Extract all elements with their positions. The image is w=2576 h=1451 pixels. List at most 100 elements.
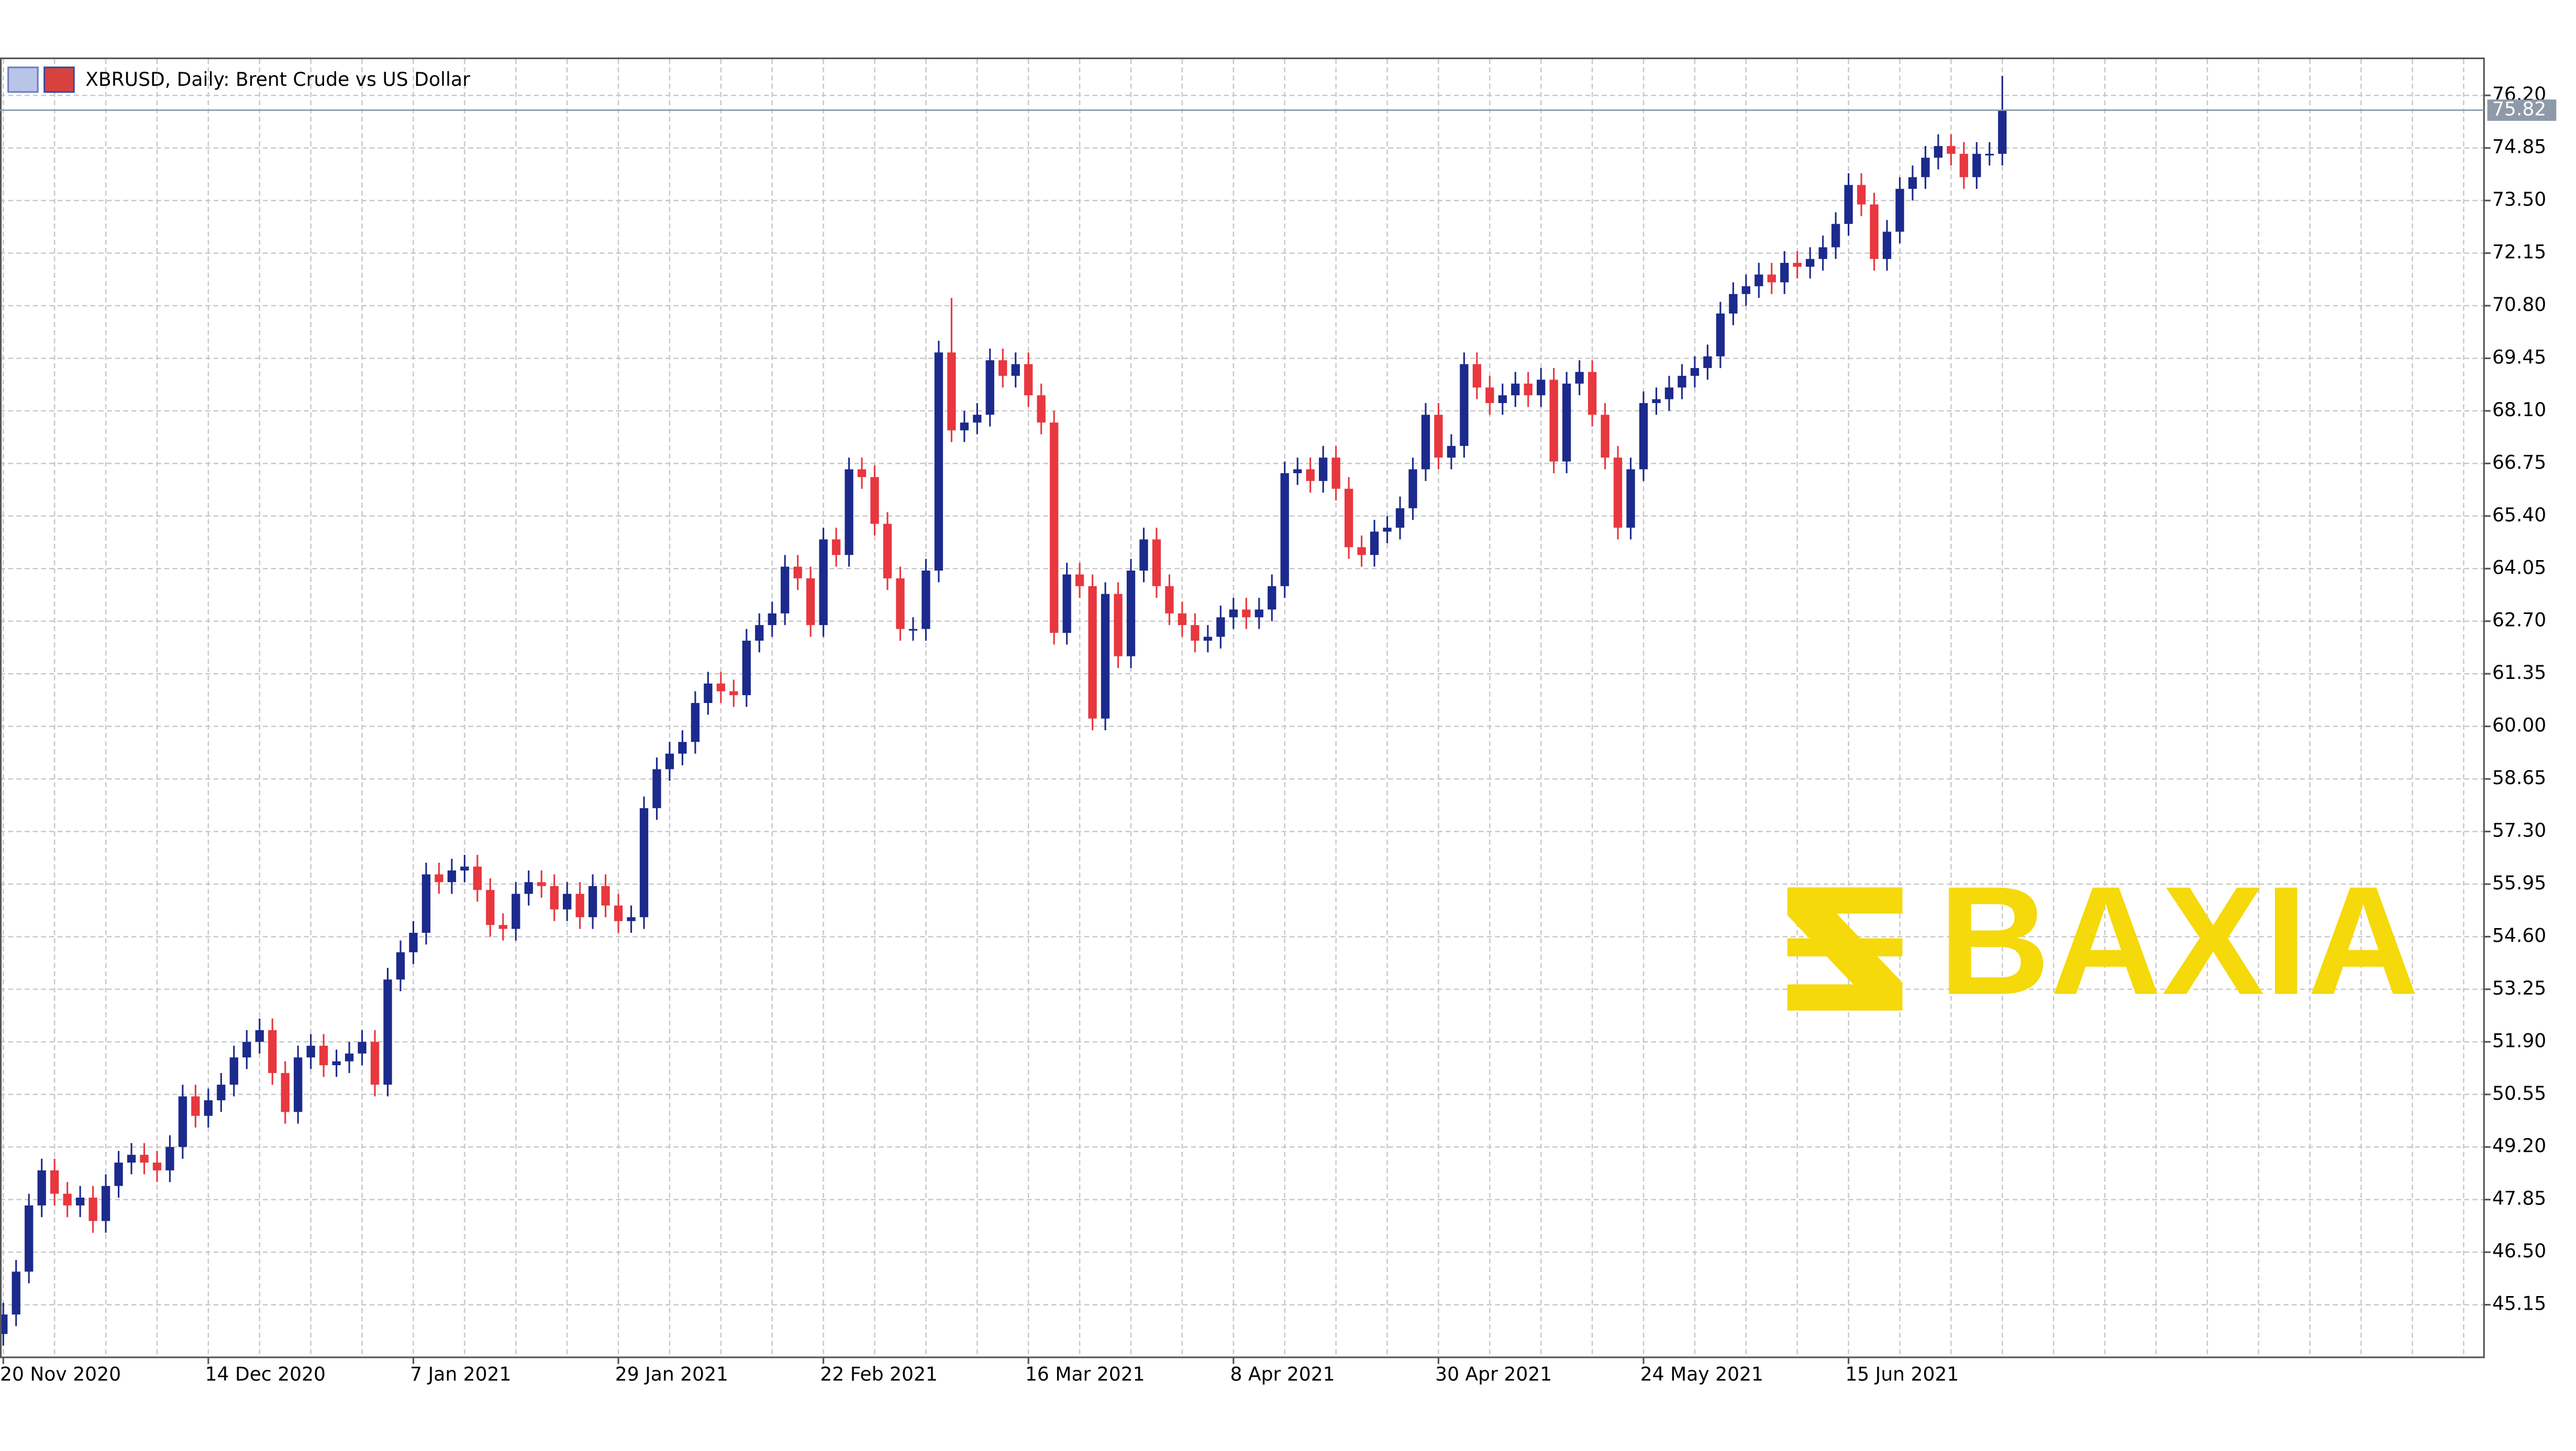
candle-body — [1242, 609, 1251, 618]
candle-body — [140, 1155, 149, 1163]
candle-body — [1729, 294, 1738, 314]
candle-body — [512, 894, 520, 929]
candle-body — [1075, 574, 1084, 586]
candle-body — [383, 979, 392, 1085]
candle-body — [1280, 473, 1289, 586]
candle-body — [358, 1042, 367, 1054]
candle-body — [486, 890, 495, 925]
candle-body — [63, 1193, 72, 1206]
candle-body — [1050, 422, 1059, 633]
candle-body — [947, 352, 956, 431]
icon-box — [43, 66, 75, 93]
candle-body — [1895, 188, 1904, 232]
candle-body — [768, 613, 776, 626]
candle-body — [75, 1197, 85, 1206]
candle-body — [1485, 387, 1494, 404]
candle-body — [229, 1057, 238, 1085]
watermark-logo — [1787, 887, 1903, 1011]
candle-body — [1755, 274, 1763, 286]
candle-body — [973, 415, 982, 423]
candle-body — [165, 1147, 174, 1170]
candle-body — [1818, 247, 1827, 259]
candle-body — [1972, 153, 1981, 177]
candle-body — [1268, 586, 1276, 610]
candle-body — [1139, 539, 1148, 571]
y-tick-label: 70.80 — [2492, 294, 2546, 316]
candle-body — [562, 894, 572, 910]
candle-body — [114, 1163, 123, 1186]
y-tick-label: 55.95 — [2492, 872, 2546, 894]
x-tick-label: 29 Jan 2021 — [615, 1364, 728, 1386]
candle-body — [1831, 224, 1840, 248]
candle-body — [998, 360, 1007, 376]
candle-body — [1678, 375, 1686, 388]
candle-body — [1011, 364, 1020, 376]
x-tick-label: 30 Apr 2021 — [1435, 1364, 1552, 1386]
candle-body — [460, 866, 469, 870]
logo-mark — [1787, 887, 1903, 1011]
chart-title: XBRUSD, Daily: Brent Crude vs US Dollar — [85, 69, 470, 91]
candle-body — [255, 1030, 264, 1042]
y-tick-label: 74.85 — [2492, 136, 2546, 158]
candle-body — [1395, 508, 1405, 528]
candle-body — [1229, 609, 1238, 618]
candle-body — [1344, 488, 1353, 548]
candle-body — [396, 952, 405, 980]
candle-body — [601, 886, 610, 906]
candle-body — [806, 578, 815, 626]
candle-body — [319, 1045, 328, 1065]
icon-box — [7, 66, 39, 93]
candle-body — [1383, 528, 1392, 532]
watermark: BAXIA — [1939, 854, 2419, 1027]
candle-body — [1062, 574, 1071, 633]
candle-body — [652, 769, 661, 808]
candle-body — [1460, 364, 1469, 446]
candle-body — [1793, 263, 1802, 267]
candle-body — [1370, 531, 1379, 555]
logo-bar — [1787, 938, 1830, 957]
candle-body — [1203, 637, 1213, 641]
candle-body — [1985, 153, 1994, 155]
y-tick-label: 51.90 — [2492, 1030, 2546, 1052]
candle-body — [1498, 395, 1507, 404]
candle-body — [550, 886, 559, 910]
candle-body — [1587, 372, 1597, 415]
candle-body — [1318, 457, 1328, 481]
last-price-box — [2487, 99, 2557, 121]
candle-body — [306, 1045, 315, 1058]
candle-body — [781, 566, 790, 613]
candle-body — [1857, 185, 1866, 205]
candle-body — [1806, 259, 1815, 267]
candle-body — [152, 1163, 162, 1170]
candle-body — [627, 917, 636, 921]
x-tick-label: 22 Feb 2021 — [820, 1364, 937, 1386]
logo-bar — [1859, 938, 1903, 957]
candle-body — [678, 742, 687, 754]
candle-body — [1741, 286, 1750, 294]
candle-body — [716, 683, 726, 691]
chart-icon — [7, 66, 75, 93]
candle-body — [934, 352, 943, 571]
y-tick-label: 65.40 — [2492, 504, 2546, 526]
candle-body — [1767, 274, 1776, 283]
candle-body — [1537, 380, 1546, 396]
y-tick-label: 66.75 — [2492, 451, 2546, 473]
candle-body — [1126, 571, 1136, 656]
candle-body — [1511, 383, 1520, 396]
y-tick-label: 53.25 — [2492, 977, 2546, 999]
candle-body — [1549, 380, 1558, 462]
x-tick-label: 16 Mar 2021 — [1025, 1364, 1145, 1386]
candle-body — [101, 1186, 110, 1221]
candle-body — [1178, 613, 1187, 626]
candle-body — [1780, 263, 1789, 283]
candle-body — [704, 683, 713, 703]
candle-body — [1293, 469, 1302, 473]
x-tick-label: 15 Jun 2021 — [1845, 1364, 1959, 1386]
candle-body — [1716, 313, 1725, 356]
y-tick-label: 68.10 — [2492, 399, 2546, 421]
candle-body — [1114, 594, 1123, 656]
y-tick-label: 50.55 — [2492, 1082, 2546, 1104]
candle-body — [1152, 539, 1161, 586]
